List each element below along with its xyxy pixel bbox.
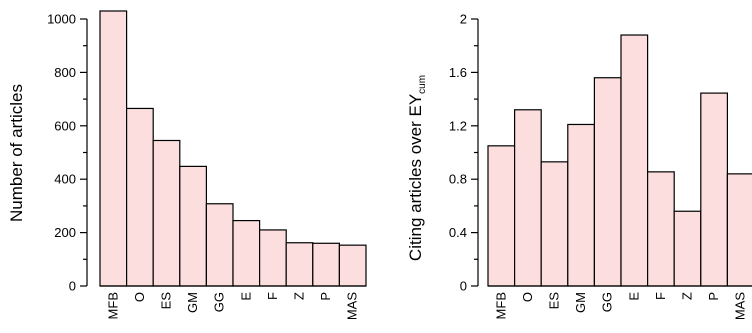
- x-tick-label: F: [653, 292, 668, 300]
- y-axis-label-subscript: cum: [417, 75, 428, 94]
- bar-es: [152, 139, 181, 287]
- y-tick-label: 0.8: [449, 172, 467, 187]
- y-tick-label: 0: [460, 279, 467, 294]
- bar-f: [259, 229, 287, 287]
- bar-o: [513, 109, 542, 287]
- bar-z: [285, 242, 314, 287]
- y-tick-label: 0: [69, 279, 76, 294]
- x-tick-label: GG: [212, 292, 227, 312]
- x-tick-label: MAS: [733, 292, 748, 321]
- y-tick-label: 1.2: [449, 118, 467, 133]
- bar-e: [232, 219, 261, 287]
- bar-mas: [338, 244, 367, 287]
- x-tick-label: E: [238, 292, 253, 301]
- x-tick-label: GM: [185, 292, 200, 313]
- y-tick-label: 0.4: [449, 225, 467, 240]
- y-tick-label: 1000: [47, 12, 76, 27]
- bar-gg: [593, 77, 622, 287]
- y-tick-label: 200: [54, 225, 76, 240]
- x-tick-label: O: [520, 292, 535, 302]
- x-tick-label: MFB: [493, 292, 508, 319]
- y-tick-label: 400: [54, 172, 76, 187]
- x-tick-label: P: [706, 292, 721, 301]
- bar-gm: [179, 165, 208, 287]
- bar-gm: [567, 123, 595, 287]
- x-tick-label: P: [318, 292, 333, 301]
- x-tick-label: O: [132, 292, 147, 302]
- x-tick-label: GM: [573, 292, 588, 313]
- bar-e: [620, 34, 649, 287]
- y-axis-label: Citing articles over EYcum: [406, 75, 428, 261]
- y-tick-label: 2: [460, 12, 467, 27]
- bar-es: [540, 161, 569, 287]
- x-tick-label: ES: [547, 292, 562, 310]
- y-axis-label-main: Citing articles over EY: [406, 94, 425, 261]
- x-tick-label: Z: [292, 292, 307, 300]
- x-tick-label: F: [265, 292, 280, 300]
- y-axis-label: Number of articles: [7, 84, 26, 222]
- bar-z: [673, 210, 702, 287]
- y-tick-label: 800: [54, 65, 76, 80]
- bar-f: [646, 171, 675, 287]
- x-tick-label: ES: [159, 292, 174, 310]
- articles-count-chart: Number of articles 0 200 400 600 800 1000 MFB O…: [7, 10, 367, 321]
- bar-p: [700, 92, 728, 287]
- bar-mfb: [99, 10, 128, 287]
- x-tick-label: MAS: [345, 292, 360, 321]
- y-tick-label: 1.6: [449, 65, 467, 80]
- x-tick-label: GG: [600, 292, 615, 312]
- bar-mfb: [487, 145, 516, 287]
- x-tick-label: Z: [680, 292, 695, 300]
- bar-o: [125, 107, 154, 287]
- citing-ratio-chart: Citing articles over EYcum 0 0.4 0.8 1.2 1.6…: [406, 12, 752, 321]
- bar-gg: [205, 203, 234, 287]
- x-tick-label: E: [626, 292, 641, 301]
- x-tick-label: MFB: [105, 292, 120, 319]
- bar-mas: [726, 173, 752, 287]
- bar-p: [312, 242, 340, 287]
- y-tick-label: 600: [54, 118, 76, 133]
